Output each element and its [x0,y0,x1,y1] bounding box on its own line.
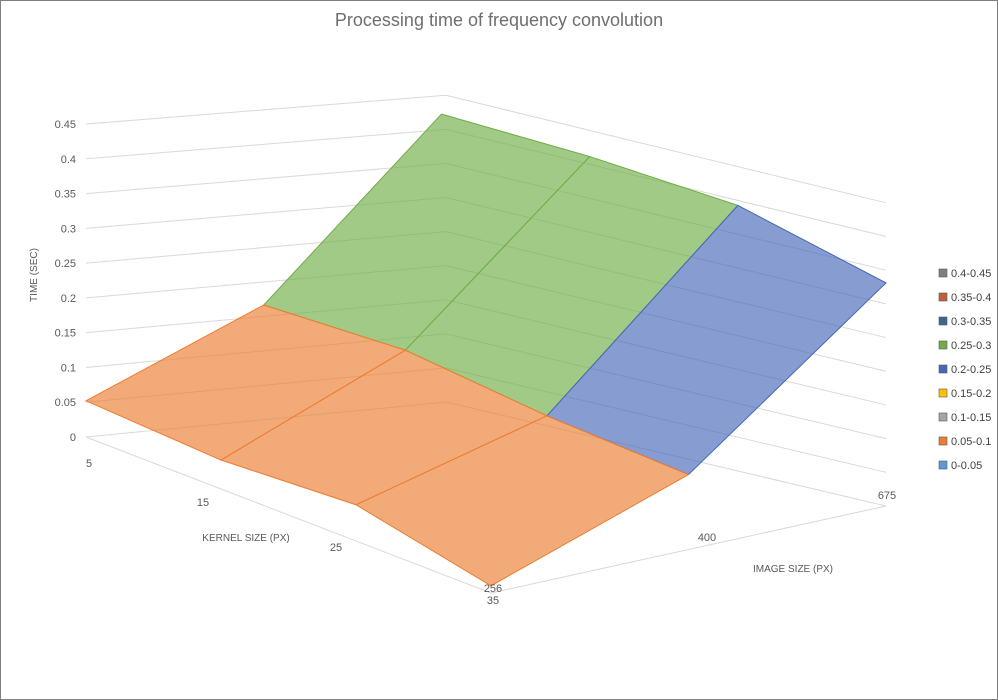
z-tick-label: 0 [70,432,76,444]
legend-swatch [938,292,948,302]
legend-label: 0.05-0.1 [951,436,991,448]
surface [84,113,887,587]
legend-swatch [938,460,948,470]
kernel-tick-label: 5 [86,458,92,470]
z-axis-title: TIME (SEC) [29,248,40,302]
image-tick-label: 675 [878,490,896,502]
kernel-tick-label: 15 [197,497,209,509]
legend-label: 0.35-0.4 [951,292,991,304]
image-tick-label: 400 [698,532,716,544]
z-tick-label: 0.4 [61,154,76,166]
y-axis-title: KERNEL SIZE (PX) [202,533,289,544]
legend: 0.4-0.45 0.35-0.4 0.3-0.35 0.25-0.3 0.2-0.25… [938,268,991,472]
z-tick-label: 0.3 [61,223,76,235]
legend-label: 0-0.05 [951,460,982,472]
legend-swatch [938,364,948,374]
kernel-tick-label: 25 [330,542,342,554]
z-tick-label: 0.15 [55,328,76,340]
z-tick-label: 0.1 [61,362,76,374]
x-axis-title: IMAGE SIZE (PX) [753,564,833,575]
legend-swatch [938,268,948,278]
legend-label: 0.2-0.25 [951,364,991,376]
z-tick-label: 0.35 [55,189,76,201]
image-axis-line [490,505,887,594]
legend-label: 0.1-0.15 [951,412,991,424]
legend-swatch [938,340,948,350]
legend-swatch [938,436,948,446]
z-tick-label: 0.25 [55,258,76,270]
z-tick-label: 0.05 [55,397,76,409]
surface-patch [354,415,690,587]
legend-swatch [938,388,948,398]
chart-title: Processing time of frequency convolution [335,10,663,30]
legend-label: 0.3-0.35 [951,316,991,328]
legend-swatch [938,412,948,422]
kernel-axis-line [85,436,492,594]
legend-label: 0.4-0.45 [951,268,991,280]
kernel-tick-label: 35 [487,595,499,607]
axes: 0 0.05 0.1 0.15 0.2 0.25 0.3 0.35 0.4 0.45 5 15 25 35… [55,119,897,607]
z-tick-label: 0.2 [61,293,76,305]
image-tick-label: 256 [484,583,502,595]
legend-swatch [938,316,948,326]
z-tick-label: 0.45 [55,119,76,131]
legend-label: 0.25-0.3 [951,340,991,352]
gridline [85,94,887,204]
legend-label: 0.15-0.2 [951,388,991,400]
